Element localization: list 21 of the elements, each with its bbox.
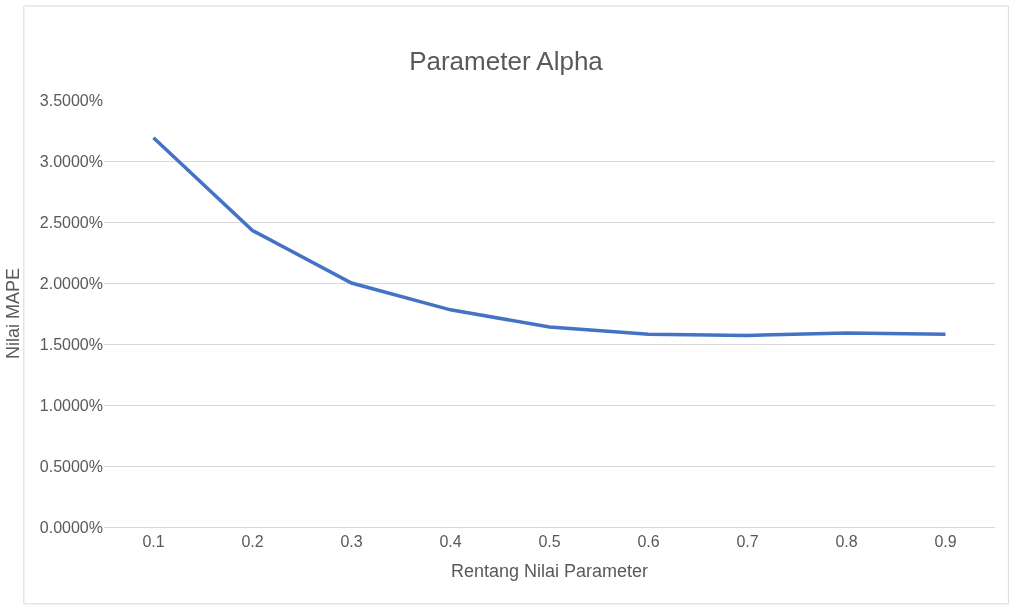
line-series <box>151 136 948 338</box>
x-tick-label: 0.8 <box>835 533 858 551</box>
y-axis-title: Nilai MAPE <box>3 267 24 360</box>
x-tick-label: 0.9 <box>934 533 957 551</box>
x-tick-label: 0.4 <box>439 533 462 551</box>
x-tick-label: 0.2 <box>241 533 264 551</box>
y-tick-label: 3.0000% <box>39 152 103 170</box>
y-tick-label: 2.0000% <box>39 274 103 292</box>
x-tick-label: 0.7 <box>736 533 759 551</box>
y-tick-label: 0.0000% <box>39 518 103 536</box>
y-tick-label: 2.5000% <box>39 213 103 231</box>
y-tick-label: 0.5000% <box>39 457 103 475</box>
x-tick-label: 0.3 <box>340 533 363 551</box>
x-tick-label: 0.6 <box>637 533 660 551</box>
chart-title: Parameter Alpha <box>409 45 604 76</box>
y-tick-label: 1.0000% <box>39 396 103 414</box>
x-tick-label: 0.5 <box>538 533 561 551</box>
y-tick-label: 3.5000% <box>39 91 103 109</box>
x-axis-title: Rentang Nilai Parameter <box>450 561 649 582</box>
x-tick-label: 0.1 <box>142 533 165 551</box>
y-tick-label: 1.5000% <box>39 335 103 353</box>
